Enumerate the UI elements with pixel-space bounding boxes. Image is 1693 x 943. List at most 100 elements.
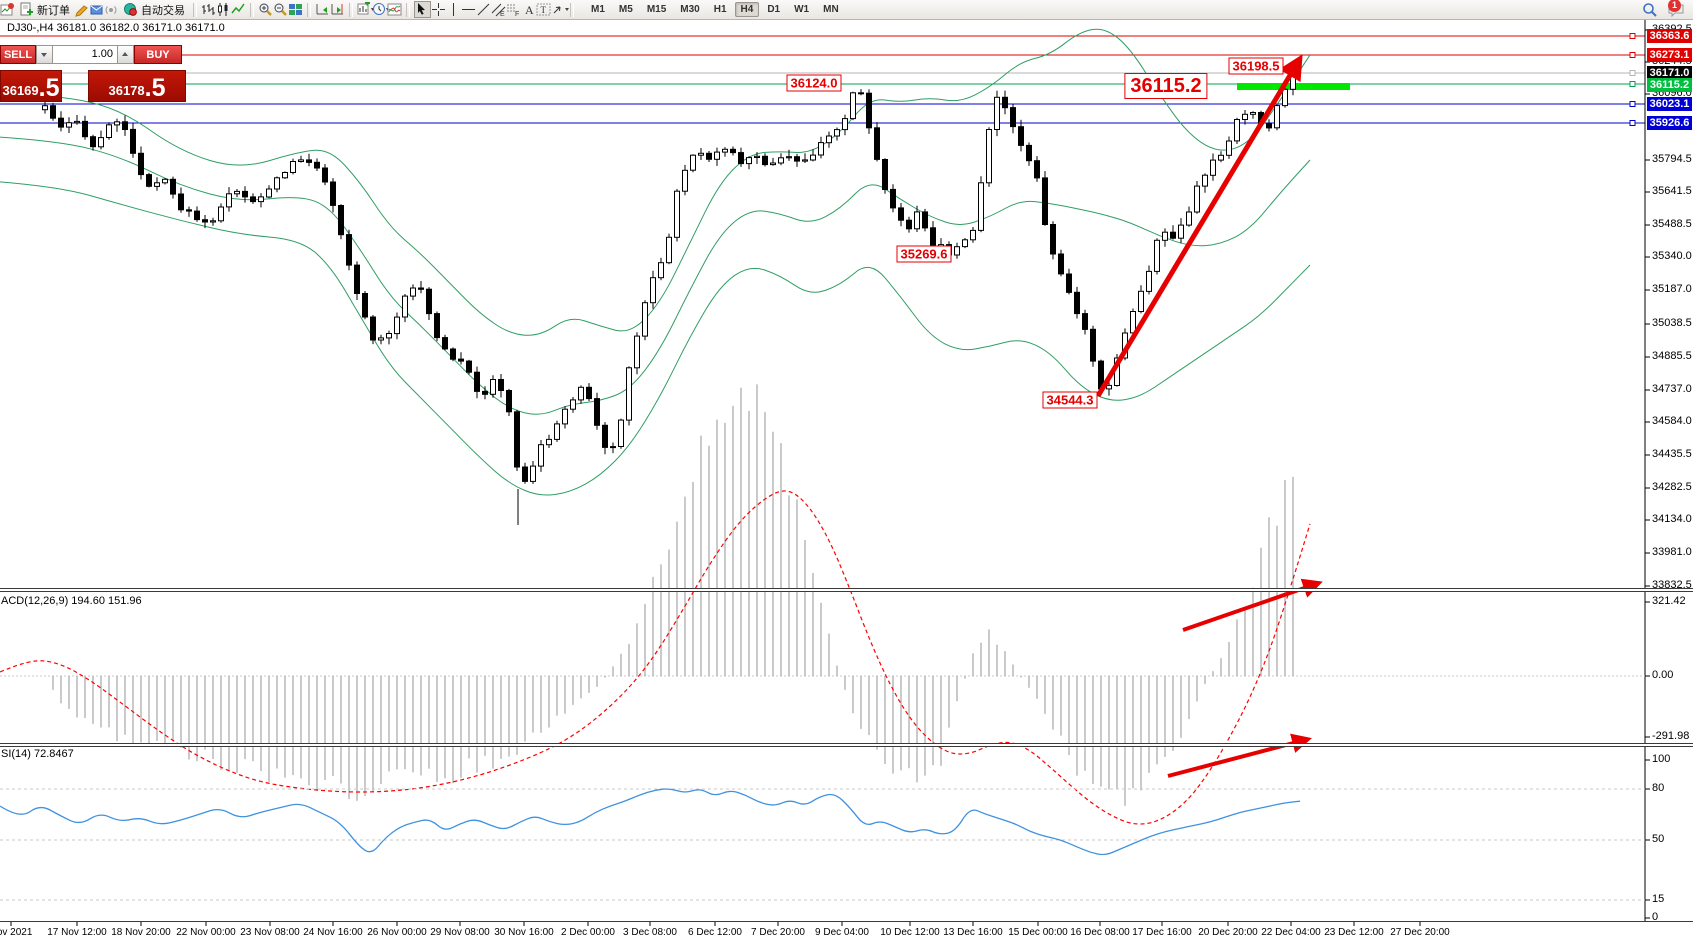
timeframe-button-h1[interactable]: H1 [713, 4, 727, 15]
auto-trading-button[interactable]: 自动交易 [119, 1, 189, 18]
signal-icon[interactable] [104, 2, 119, 17]
candle-body [530, 465, 536, 482]
chart-shift-icon[interactable] [330, 2, 345, 17]
candle-body [754, 155, 760, 159]
text-label-icon[interactable]: T [536, 2, 551, 17]
candle-body [458, 358, 464, 362]
toolbar-separator [349, 2, 353, 17]
candle-body [554, 423, 560, 440]
price-axis-badge: 36363.6 [1647, 29, 1692, 43]
zoom-out-icon[interactable] [273, 2, 288, 17]
candle-body [58, 117, 64, 128]
new-chart-dropdown[interactable] [357, 2, 374, 17]
timeframe-button-m1[interactable]: M1 [591, 4, 605, 15]
time-axis-label: 23 Dec 12:00 [1324, 927, 1384, 938]
candle-body [1074, 291, 1080, 315]
candle-body [986, 129, 992, 184]
tile-windows-icon[interactable] [288, 2, 303, 17]
candle-body [330, 181, 336, 206]
zoom-in-icon[interactable] [258, 2, 273, 17]
crosshair-icon[interactable] [431, 2, 446, 17]
candlestick-type-icon[interactable] [216, 2, 231, 17]
candle-body [1210, 159, 1216, 176]
cursor-icon[interactable] [414, 1, 431, 18]
time-axis-label: 18 Nov 20:00 [111, 927, 171, 938]
chart-price-label[interactable]: 36124.0 [786, 74, 842, 92]
time-axis-label: 6 Dec 12:00 [688, 927, 742, 938]
line-handle[interactable] [1629, 120, 1636, 126]
trendline-icon[interactable] [476, 2, 491, 17]
toolbar-right: 1 [1642, 0, 1687, 18]
volume-input[interactable]: 1.00 [53, 45, 117, 64]
timeframe-button-m30[interactable]: M30 [680, 4, 700, 15]
rsi-indicator-label: SI(14) 72.8467 [1, 748, 74, 760]
new-order-button[interactable]: 新订单 [15, 1, 74, 18]
bid-price-frac: .5 [38, 74, 60, 102]
candle-body [202, 219, 208, 223]
timeframe-button-h4[interactable]: H4 [734, 2, 760, 17]
candle-body [738, 152, 744, 165]
line-handle[interactable] [1629, 33, 1636, 39]
search-icon[interactable] [1642, 2, 1657, 17]
candle-body [778, 157, 784, 164]
highlighter-icon[interactable] [74, 2, 89, 17]
sell-button[interactable]: SELL [0, 45, 36, 64]
timeframe-button-m15[interactable]: M15 [646, 4, 667, 15]
time-axis-label: 22 Nov 00:00 [176, 927, 236, 938]
candle-body [450, 348, 456, 360]
line-handle[interactable] [1629, 81, 1636, 87]
auto-trading-label: 自动交易 [141, 4, 185, 17]
chart-price-label[interactable]: 36198.5 [1228, 57, 1284, 75]
candle-body [146, 174, 152, 187]
rsi-scale-label: 0 [1652, 911, 1659, 923]
candle-body [578, 386, 584, 401]
volume-decrease-button[interactable] [36, 45, 53, 64]
candle-body [506, 390, 512, 413]
trend-arrow[interactable] [1095, 54, 1303, 398]
candle-body [978, 182, 984, 231]
line-handle[interactable] [1629, 101, 1636, 107]
candle-body [98, 137, 104, 148]
chart-ohlc-header: DJ30-,H4 36181.0 36182.0 36171.0 36171.0 [7, 22, 225, 34]
buy-button[interactable]: BUY [134, 45, 182, 64]
fibonacci-icon[interactable]: F [506, 2, 521, 17]
news-icon[interactable] [89, 2, 104, 17]
chart-price-label[interactable]: 35269.6 [896, 245, 952, 263]
app-chart-icon[interactable] [0, 2, 15, 17]
candle-body [1170, 231, 1176, 239]
candle-body [834, 129, 840, 137]
timeframe-button-m5[interactable]: M5 [618, 4, 633, 15]
line-chart-type-icon[interactable] [231, 2, 246, 17]
bar-chart-type-icon[interactable] [201, 2, 216, 17]
candle-body [434, 313, 440, 339]
arrows-dropdown[interactable] [551, 2, 569, 17]
candle-body [850, 92, 856, 120]
chart-price-label[interactable]: 34544.3 [1042, 391, 1098, 409]
text-icon[interactable]: A [521, 2, 536, 17]
macd-rsi-separator[interactable] [0, 743, 1693, 747]
line-handle[interactable] [1629, 52, 1636, 58]
line-handle[interactable] [1629, 70, 1636, 76]
auto-scroll-icon[interactable] [315, 2, 330, 17]
timeframe-button-mn[interactable]: MN [823, 4, 839, 15]
timeframe-button-d1[interactable]: D1 [767, 4, 781, 15]
template-icon[interactable] [387, 2, 402, 17]
chart-macd-separator[interactable] [0, 588, 1693, 592]
timeframe-button-w1[interactable]: W1 [794, 4, 810, 15]
period-dropdown[interactable] [372, 2, 389, 17]
macd-scale-label: 321.42 [1652, 595, 1686, 607]
candle-body [274, 177, 280, 190]
candle-body [482, 390, 488, 395]
chart-price-label[interactable]: 36115.2 [1124, 73, 1208, 99]
candle-body [898, 207, 904, 221]
candle-body [690, 154, 696, 171]
support-highlight-bar[interactable] [1237, 83, 1350, 90]
candle-body [338, 205, 344, 236]
volume-increase-button[interactable] [117, 45, 134, 64]
horizontal-line-icon[interactable] [461, 2, 476, 17]
vertical-line-icon[interactable] [446, 2, 461, 17]
ask-price-frac: .5 [144, 74, 166, 102]
candle-body [826, 135, 832, 144]
equidistant-channel-icon[interactable]: E [491, 2, 506, 17]
